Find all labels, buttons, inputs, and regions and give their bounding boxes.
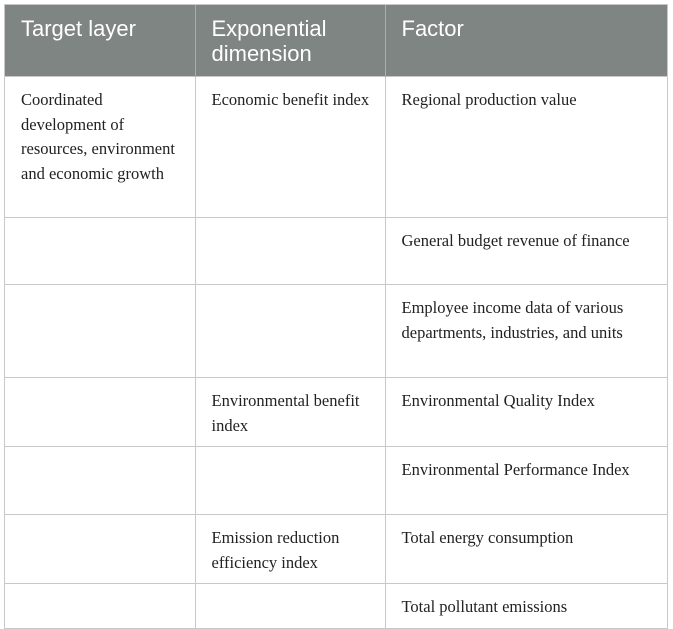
cell-target-layer	[5, 217, 196, 285]
table-row: Total pollutant emissions	[5, 583, 667, 628]
cell-target-layer	[5, 583, 196, 628]
cell-exponential-dimension	[195, 284, 386, 378]
cell-factor: General budget revenue of finance	[385, 217, 667, 285]
cell-factor: Environmental Quality Index	[385, 377, 667, 447]
header-target-layer: Target layer	[5, 5, 196, 77]
cell-exponential-dimension: Economic benefit index	[195, 76, 386, 218]
cell-exponential-dimension: Emission reduction efficiency index	[195, 514, 386, 584]
cell-factor: Total pollutant emissions	[385, 583, 667, 628]
cell-factor: Employee income data of various departme…	[385, 284, 667, 378]
cell-factor: Total energy consumption	[385, 514, 667, 584]
table-row: Environmental benefit index Environmenta…	[5, 377, 667, 447]
indicator-table: Target layer Exponential dimension Facto…	[5, 5, 667, 628]
cell-target-layer	[5, 377, 196, 447]
cell-target-layer	[5, 284, 196, 378]
header-row: Target layer Exponential dimension Facto…	[5, 5, 667, 77]
header-factor: Factor	[385, 5, 667, 77]
table-header: Target layer Exponential dimension Facto…	[5, 5, 667, 77]
cell-target-layer	[5, 514, 196, 584]
table-row: General budget revenue of finance	[5, 217, 667, 285]
cell-exponential-dimension	[195, 583, 386, 628]
indicator-table-container: Target layer Exponential dimension Facto…	[4, 4, 668, 629]
table-row: Coordinated development of resources, en…	[5, 76, 667, 218]
cell-exponential-dimension	[195, 446, 386, 515]
cell-exponential-dimension	[195, 217, 386, 285]
table-row: Employee income data of various departme…	[5, 284, 667, 378]
cell-target-layer	[5, 446, 196, 515]
table-row: Environmental Performance Index	[5, 446, 667, 515]
table-body: Coordinated development of resources, en…	[5, 76, 667, 628]
table-row: Emission reduction efficiency index Tota…	[5, 514, 667, 584]
header-exponential-dimension: Exponential dimension	[195, 5, 386, 77]
cell-factor: Environmental Performance Index	[385, 446, 667, 515]
cell-exponential-dimension: Environmental benefit index	[195, 377, 386, 447]
cell-target-layer: Coordinated development of resources, en…	[5, 76, 196, 218]
cell-factor: Regional production value	[385, 76, 667, 218]
